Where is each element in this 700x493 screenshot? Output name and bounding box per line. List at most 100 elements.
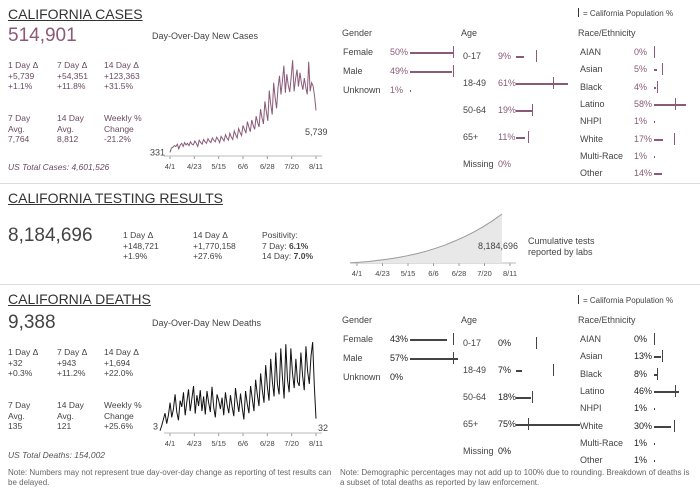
cases-stat-14day: 14 Day Δ +123,363 +31.5% — [104, 60, 140, 91]
cases-age-header: Age — [461, 28, 478, 38]
cases-race-pct: 1% — [634, 150, 648, 161]
testing-series-area — [350, 214, 502, 263]
deaths-age-bar — [516, 397, 532, 399]
cases-gender-label: Male — [343, 66, 363, 76]
x-tick-label: 4/23 — [187, 439, 202, 448]
cases-race-label: Black — [580, 81, 603, 92]
cases-race-label: Latino — [580, 98, 605, 109]
deaths-race-header: Race/Ethnicity — [578, 315, 636, 325]
x-tick-label: 4/1 — [352, 269, 362, 278]
cases-gender-pct: 49% — [390, 66, 409, 76]
x-tick-label: 4/23 — [375, 269, 390, 278]
cases-race-pct: 1% — [634, 116, 648, 127]
deaths-race-pop-marker — [675, 384, 677, 397]
x-tick-label: 8/11 — [503, 269, 517, 278]
cases-chart-label: Day-Over-Day New Cases — [152, 31, 259, 41]
testing-series-line — [349, 213, 503, 264]
cases-gender-bar — [410, 52, 453, 54]
deaths-us-total: US Total Deaths: 154,002 — [8, 450, 106, 460]
deaths-race-pop-marker — [657, 367, 659, 380]
deaths-gender-pct: 43% — [390, 334, 409, 344]
cases-race-label: White — [580, 133, 604, 144]
cases-gender-pop-marker — [452, 65, 454, 77]
x-tick-label: 4/1 — [165, 162, 175, 171]
cases-end-label: 5,739 — [305, 127, 328, 137]
deaths-race-pop-marker — [654, 333, 656, 345]
deaths-race-pop-marker — [674, 419, 676, 432]
cases-race-bar — [654, 103, 686, 106]
deaths-stat-14day-avg: 14 Day Avg. 121 — [57, 400, 84, 431]
x-tick-label: 6/28 — [260, 162, 275, 171]
cases-age-label: 0-17 — [463, 51, 482, 61]
cases-series-line — [169, 60, 317, 153]
cases-race-pct: 4% — [634, 81, 648, 92]
deaths-race-pop-marker — [662, 350, 664, 363]
cases-gender-bar — [410, 71, 452, 73]
deaths-race-pct: 46% — [634, 385, 653, 396]
cases-age-pct: 61% — [498, 78, 517, 88]
x-tick-label: 6/6 — [428, 269, 438, 278]
cases-stat-7day-avg: 7 Day Avg. 7,764 — [8, 113, 31, 144]
note-demographics: Note: Demographic percentages may not ad… — [340, 468, 690, 487]
deaths-race-pct: 1% — [634, 403, 648, 414]
cases-age-pop-marker — [527, 131, 529, 143]
deaths-pop-legend: = California Population % — [578, 295, 673, 305]
cases-us-total: US Total Cases: 4,601,526 — [8, 162, 110, 172]
deaths-age-pop-marker — [532, 391, 534, 403]
deaths-gender-pop-marker — [453, 333, 455, 345]
cases-race-pct: 0% — [634, 47, 648, 57]
cases-race-pop-marker — [675, 97, 677, 110]
cases-race-bar — [654, 173, 662, 176]
cases-race-pct: 58% — [634, 98, 653, 109]
deaths-race-pct: 1% — [634, 455, 648, 466]
cases-race-header: Race/Ethnicity — [578, 28, 636, 38]
deaths-age-bar — [516, 370, 522, 372]
deaths-race-pct: 8% — [634, 368, 648, 379]
deaths-gender-label: Female — [343, 334, 374, 344]
deaths-race-bar — [654, 408, 655, 411]
x-tick-label: 7/20 — [284, 162, 299, 171]
cases-race-bar — [654, 138, 664, 141]
deaths-gender-bar — [410, 358, 459, 360]
deaths-age-label: 18-49 — [463, 365, 487, 375]
deaths-end-label: 32 — [318, 423, 328, 433]
deaths-age-pct: 75% — [498, 419, 517, 429]
deaths-age-pop-marker — [553, 364, 555, 376]
deaths-race-label: Other — [580, 455, 603, 466]
note-testing-delay: Note: Numbers may not represent true day… — [8, 468, 332, 487]
deaths-stat-1day: 1 Day Δ +32 +0.3% — [8, 347, 39, 378]
deaths-race-bar — [654, 442, 655, 445]
deaths-series-line — [159, 342, 317, 431]
deaths-gender-pct: 0% — [390, 372, 404, 382]
cases-age-bar — [516, 56, 524, 58]
cases-age-pct: 11% — [498, 132, 516, 142]
cases-chart: 4/1 4/23 5/15 6/6 6/28 7/20 8/11 331 5,739 — [150, 60, 328, 171]
deaths-gender-label: Male — [343, 353, 363, 363]
x-tick-label: 8/11 — [309, 162, 323, 171]
divider — [0, 183, 700, 184]
cases-stat-weekly-change: Weekly % Change -21.2% — [104, 113, 142, 144]
cases-age-pct: 0% — [498, 159, 512, 169]
deaths-section-title: CALIFORNIA DEATHS — [8, 291, 151, 307]
testing-chart: 4/1 4/23 5/15 6/6 6/28 7/20 8/11 8,184,696 — [349, 213, 518, 278]
testing-section-title: CALIFORNIA TESTING RESULTS — [8, 190, 223, 206]
deaths-race-bar — [654, 425, 671, 428]
testing-total: 8,184,696 — [8, 225, 93, 246]
x-tick-label: 7/20 — [284, 439, 299, 448]
cases-race-pct: 14% — [634, 168, 653, 179]
x-tick-label: 6/28 — [452, 269, 467, 278]
testing-stat-14day: 14 Day Δ +1,770,158 +27.6% — [193, 230, 236, 261]
cases-race-label: Asian — [580, 64, 603, 75]
cases-race-pop-marker — [654, 46, 656, 58]
cases-section-title: CALIFORNIA CASES — [8, 6, 143, 22]
cases-race-bar — [654, 121, 655, 124]
cases-gender-label: Female — [343, 47, 374, 57]
cases-race-label: NHPI — [580, 116, 602, 127]
cases-race-label: Multi-Race — [580, 150, 624, 161]
x-tick-label: 6/6 — [238, 439, 248, 448]
cases-age-pct: 19% — [498, 105, 517, 115]
x-tick-label: 4/1 — [165, 439, 175, 448]
x-tick-label: 8/11 — [309, 439, 323, 448]
cases-total: 514,901 — [8, 25, 77, 46]
deaths-age-bar — [516, 424, 580, 426]
